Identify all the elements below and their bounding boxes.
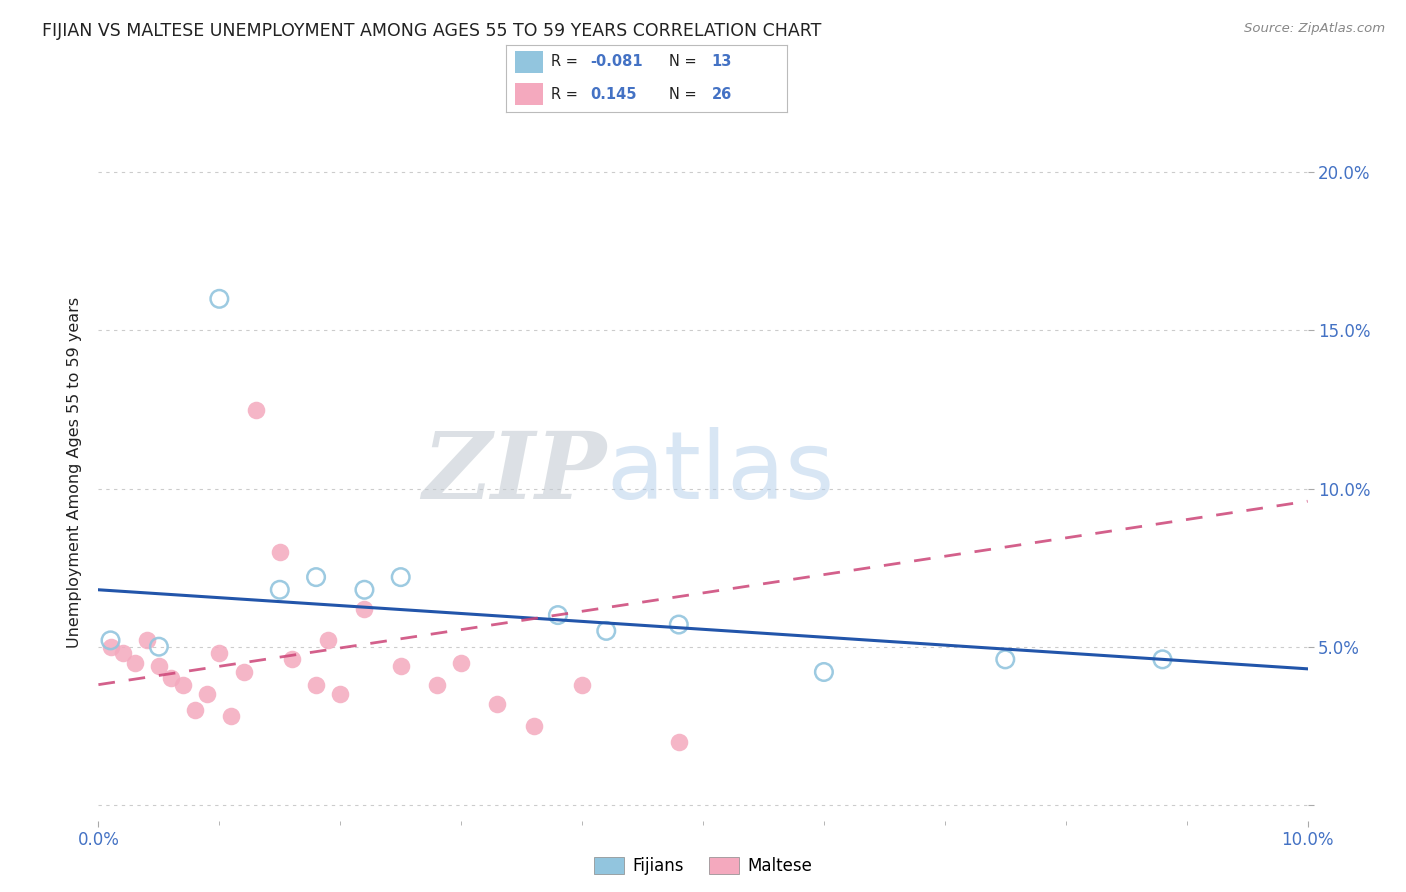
Text: atlas: atlas [606,426,835,519]
Point [547,608,569,623]
Point [305,678,328,692]
Point [281,652,304,666]
Point [994,652,1017,666]
Point [353,582,375,597]
Point [353,601,375,615]
Legend: Fijians, Maltese: Fijians, Maltese [588,850,818,882]
Y-axis label: Unemployment Among Ages 55 to 59 years: Unemployment Among Ages 55 to 59 years [66,297,82,648]
Point [389,570,412,584]
Point [813,665,835,679]
Point [100,633,122,648]
Point [124,656,146,670]
Text: Source: ZipAtlas.com: Source: ZipAtlas.com [1244,22,1385,36]
Point [195,687,218,701]
Point [148,640,170,654]
Text: R =: R = [551,87,582,102]
Point [160,671,183,685]
Point [245,402,267,417]
Text: ZIP: ZIP [422,428,606,517]
Text: -0.081: -0.081 [591,54,643,70]
Point [135,633,157,648]
Point [305,570,328,584]
Point [316,633,339,648]
Point [668,617,690,632]
Point [486,697,509,711]
Point [389,658,412,673]
Point [232,665,254,679]
Point [1152,652,1174,666]
Point [208,646,231,660]
Point [221,709,243,723]
Point [426,678,449,692]
Point [668,734,690,748]
Point [148,658,170,673]
Text: 0.145: 0.145 [591,87,637,102]
Text: N =: N = [669,54,702,70]
Bar [515,83,543,104]
Text: 26: 26 [711,87,731,102]
Text: 13: 13 [711,54,731,70]
Point [571,678,593,692]
Point [523,719,546,733]
Point [111,646,134,660]
Point [100,640,122,654]
Point [269,545,291,559]
Point [329,687,352,701]
Point [172,678,194,692]
Point [450,656,472,670]
Text: R =: R = [551,54,582,70]
Point [208,292,231,306]
Point [595,624,617,638]
Point [269,582,291,597]
Bar [515,51,543,73]
Text: N =: N = [669,87,702,102]
Text: FIJIAN VS MALTESE UNEMPLOYMENT AMONG AGES 55 TO 59 YEARS CORRELATION CHART: FIJIAN VS MALTESE UNEMPLOYMENT AMONG AGE… [42,22,821,40]
Point [184,703,207,717]
